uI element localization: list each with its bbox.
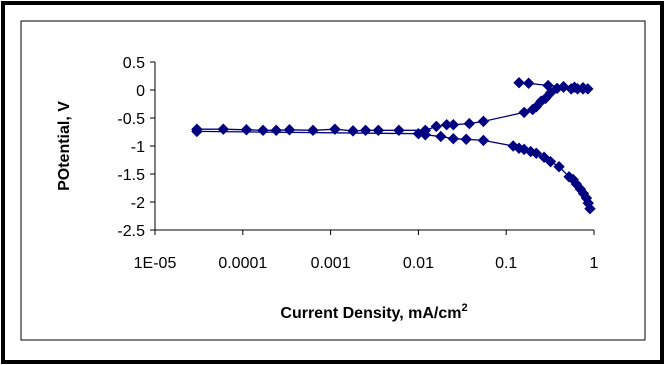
series-layer [191,77,596,215]
y-tick-label: -0.5 [117,111,145,128]
series-2-point [584,203,596,215]
x-tick-label: 1E-05 [134,255,177,272]
series-1-point [513,77,525,89]
series-1-point [577,82,589,94]
series-1-point [329,123,341,135]
y-tick-label: -2.5 [117,223,145,240]
series-1-point [463,117,476,130]
series-1-point [477,115,490,128]
series-1-point [393,124,405,137]
series-2-point [553,161,565,173]
series-2-point [412,127,425,140]
series-2-point [544,155,557,168]
series-1-point [257,124,269,137]
x-tick-label: 0.0001 [218,255,267,272]
series-1-point [518,106,530,119]
y-tick-label: -1 [131,139,145,156]
plot-area-border [20,20,646,341]
series-1-point [522,77,535,89]
series-2-point [447,133,460,145]
series-1-point [557,80,570,93]
y-tick-label: 0.5 [123,55,145,72]
series-2-point [538,151,550,163]
y-tick-label: -2 [131,195,145,212]
series-1-point [568,81,581,93]
x-axis-title-superscript: 2 [461,302,467,314]
x-tick-label: 0.01 [403,255,434,272]
series-2-point [460,133,472,145]
y-tick-label: 0 [136,83,145,100]
y-axis-title: POtential, V [56,101,73,191]
series-2-point [419,129,432,141]
x-axis-title-text: Current Density, mA/cm [280,305,461,322]
y-tick-label: -1.5 [117,167,145,184]
x-tick-label: 0.001 [311,255,351,272]
series-1-point [542,79,554,92]
x-tick-label: 1 [590,255,599,272]
series-2-point [191,125,203,138]
series-1-point [447,119,460,131]
x-axis-title: Current Density, mA/cm2 [280,302,467,322]
series-2-point [477,134,490,147]
series-2-point [530,147,542,159]
x-ticks: 1E-05 0.0001 0.001 0.01 0.1 1 [134,230,599,272]
x-tick-label: 0.1 [495,255,517,272]
series-1-point [430,120,443,133]
series-2-point [435,130,447,143]
y-ticks: 0.5 0 -0.5 -1 -1.5 -2 -2.5 [117,55,155,240]
